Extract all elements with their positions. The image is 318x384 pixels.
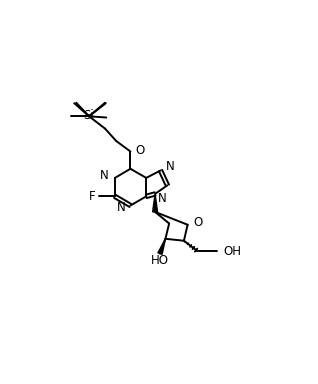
Text: O: O: [193, 216, 202, 229]
Polygon shape: [158, 239, 165, 254]
Text: N: N: [117, 202, 126, 215]
Text: N: N: [166, 160, 175, 173]
Polygon shape: [153, 194, 157, 212]
Text: HO: HO: [151, 255, 169, 267]
Text: OH: OH: [223, 245, 241, 258]
Text: F: F: [89, 190, 96, 203]
Text: N: N: [157, 192, 166, 205]
Text: N: N: [100, 169, 109, 182]
Text: O: O: [135, 144, 145, 157]
Text: Si: Si: [84, 109, 94, 122]
